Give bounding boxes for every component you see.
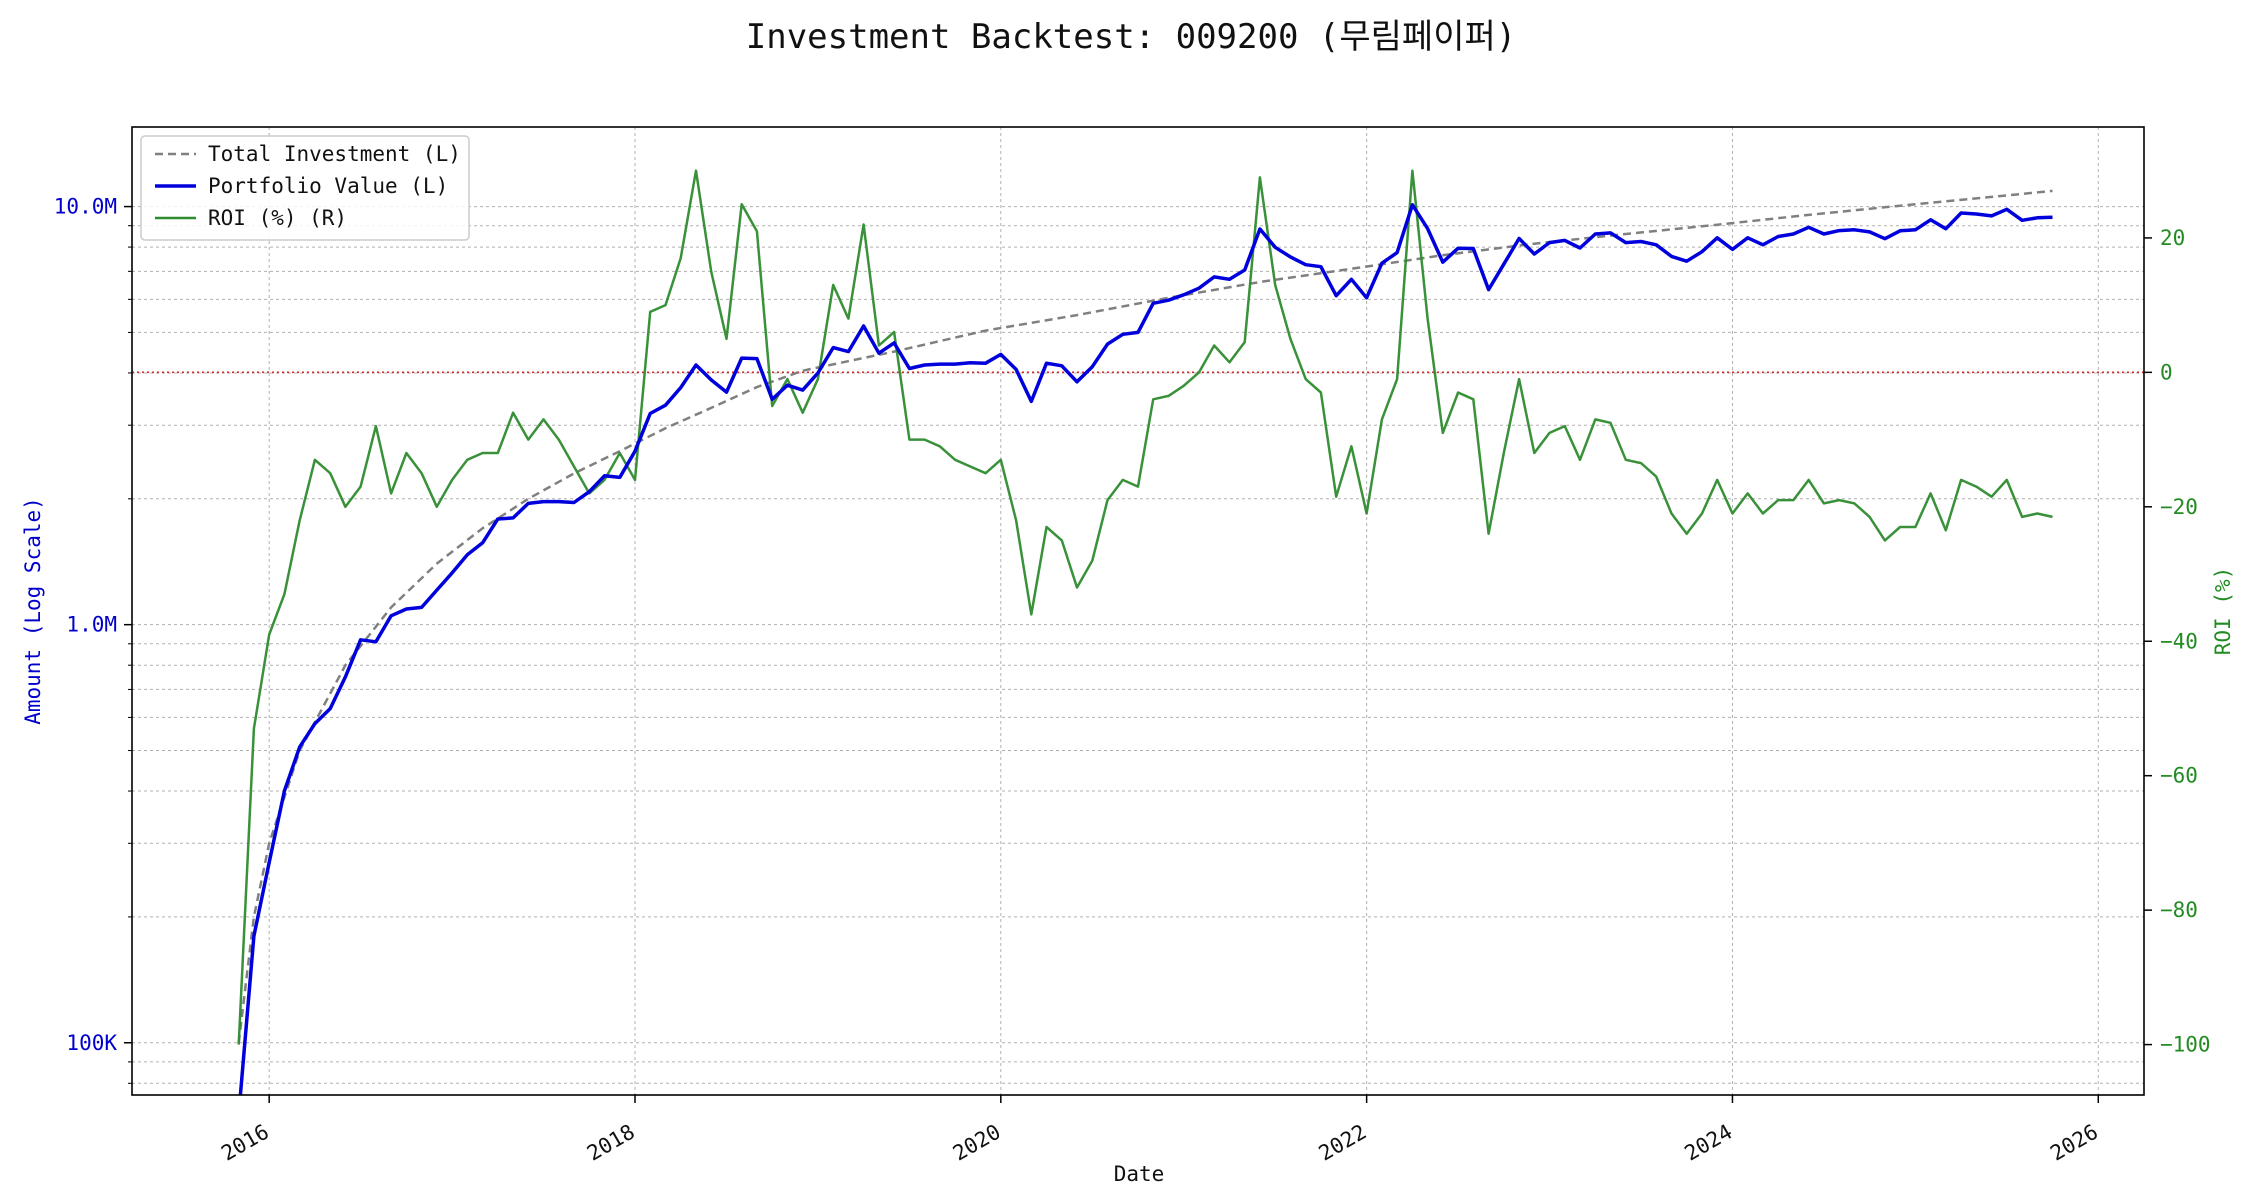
right-y-axis-label: ROI (%) xyxy=(2211,567,2235,656)
legend-label-portfolio-value: Portfolio Value (L) xyxy=(208,174,448,198)
plot-frame xyxy=(131,126,2145,1096)
right-y-tick-label: 20 xyxy=(2160,226,2185,250)
right-y-axis: 20 0 −20 −40 −60 −80 −100 xyxy=(2144,226,2211,1057)
x-tick-label: 2022 xyxy=(1315,1120,1371,1166)
left-y-axis-label: Amount (Log Scale) xyxy=(21,497,45,725)
left-y-tick-label: 10.0M xyxy=(54,195,117,219)
left-y-tick-label: 1.0M xyxy=(66,613,117,637)
legend-label-roi: ROI (%) (R) xyxy=(208,206,347,230)
right-y-tick-label: −100 xyxy=(2160,1033,2211,1057)
x-tick-label: 2018 xyxy=(583,1120,639,1166)
left-y-tick-label: 100K xyxy=(66,1031,117,1055)
roi-line xyxy=(237,169,2053,1045)
grid xyxy=(132,127,2144,1095)
x-axis-label: Date xyxy=(1114,1162,1165,1186)
x-tick-label: 2016 xyxy=(217,1120,273,1166)
portfolio-value-line xyxy=(238,203,2053,1095)
right-y-tick-label: −40 xyxy=(2160,629,2198,653)
total-investment-line xyxy=(237,189,2053,1043)
left-y-axis: 100K 1.0M 10.0M xyxy=(54,195,132,1084)
chart-title: Investment Backtest: 009200 (무림페이퍼) xyxy=(746,17,1517,57)
right-y-tick-label: 0 xyxy=(2160,360,2173,384)
x-tick-label: 2020 xyxy=(949,1120,1005,1166)
legend: Total Investment (L) Portfolio Value (L)… xyxy=(140,135,470,241)
right-y-tick-label: −80 xyxy=(2160,898,2198,922)
right-y-tick-label: −60 xyxy=(2160,764,2198,788)
x-tick-label: 2026 xyxy=(2046,1120,2102,1166)
legend-box xyxy=(140,135,470,241)
right-y-tick-label: −20 xyxy=(2160,495,2198,519)
series-layer xyxy=(237,169,2053,1095)
legend-label-total-investment: Total Investment (L) xyxy=(208,142,461,166)
x-tick-label: 2024 xyxy=(1680,1120,1736,1166)
x-axis: 2016 2018 2020 2022 2024 2026 xyxy=(217,1095,2102,1166)
